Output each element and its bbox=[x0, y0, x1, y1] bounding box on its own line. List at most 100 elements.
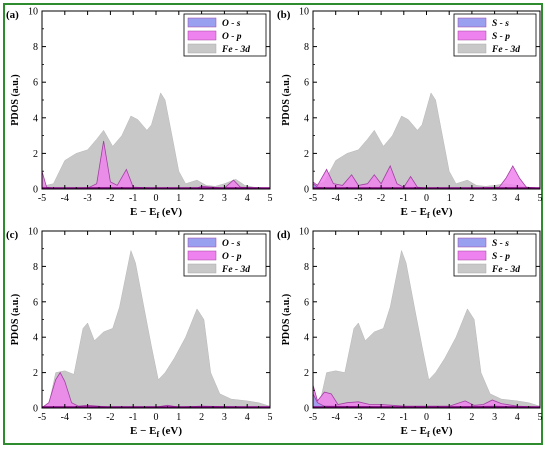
legend-label: Fe - 3d bbox=[221, 45, 250, 55]
x-axis-label-sub: f bbox=[156, 430, 159, 439]
y-tick-label: 0 bbox=[304, 185, 309, 196]
y-axis-label: PDOS (a.u.) bbox=[281, 74, 292, 125]
panel-label: (b) bbox=[277, 9, 291, 21]
panel-label: (d) bbox=[277, 229, 291, 241]
panel-4: 0 2 4 6 8 10 -5 -4 -3 -2 -1 0 1 2 3 4 5 PDOS (a.u.) E − Ef… bbox=[277, 227, 543, 440]
x-tick-label: 3 bbox=[492, 193, 497, 204]
x-tick-label: 0 bbox=[424, 412, 429, 423]
legend-label: O - p bbox=[222, 32, 242, 42]
x-tick-label: 2 bbox=[469, 412, 474, 423]
y-tick-label: 10 bbox=[28, 227, 38, 238]
legend-swatch bbox=[457, 43, 487, 54]
x-axis-label-main: E − E bbox=[130, 206, 156, 218]
legend-label: O - p bbox=[222, 252, 242, 262]
figure-frame bbox=[3, 3, 543, 445]
panel-2: 0 2 4 6 8 10 -5 -4 -3 -2 -1 0 1 2 3 4 5 PDOS (a.u.) E − Ef… bbox=[277, 7, 543, 221]
x-tick-label: 3 bbox=[492, 412, 497, 423]
y-tick-label: 4 bbox=[304, 113, 309, 124]
x-axis-label-main: E − E bbox=[400, 206, 426, 218]
legend-label: S - p bbox=[492, 252, 510, 262]
x-tick-label: 5 bbox=[538, 412, 543, 423]
x-tick-label: 5 bbox=[268, 412, 273, 423]
x-tick-label: 2 bbox=[199, 193, 204, 204]
series-area-fe-3d bbox=[312, 92, 541, 190]
x-tick-label: 1 bbox=[447, 412, 452, 423]
series-area-fe-3d bbox=[312, 249, 541, 409]
y-tick-label: 8 bbox=[304, 262, 309, 273]
x-tick-label: 3 bbox=[222, 193, 227, 204]
panel-label: (c) bbox=[6, 229, 19, 241]
legend-swatch bbox=[457, 17, 487, 28]
y-tick-label: 2 bbox=[304, 149, 309, 160]
x-tick-label: -1 bbox=[129, 412, 137, 423]
x-tick-label: -3 bbox=[83, 193, 91, 204]
y-tick-label: 2 bbox=[33, 368, 38, 379]
y-tick-label: 8 bbox=[33, 262, 38, 273]
x-axis-label: E − Ef (eV) bbox=[400, 425, 452, 439]
x-tick-label: -5 bbox=[309, 412, 317, 423]
legend-swatch bbox=[187, 30, 217, 41]
y-axis-label: PDOS (a.u.) bbox=[10, 294, 21, 345]
x-tick-label: -3 bbox=[354, 193, 362, 204]
x-tick-label: -1 bbox=[129, 193, 137, 204]
legend-label: S - s bbox=[492, 239, 509, 249]
legend-swatch bbox=[187, 263, 217, 274]
legend-label: Fe - 3d bbox=[491, 265, 520, 275]
x-tick-label: 0 bbox=[424, 193, 429, 204]
legend-label: O - s bbox=[222, 19, 241, 29]
y-tick-label: 10 bbox=[299, 7, 309, 18]
x-tick-label: -4 bbox=[332, 193, 340, 204]
y-tick-label: 6 bbox=[33, 297, 38, 308]
legend-swatch bbox=[187, 17, 217, 28]
x-tick-label: 0 bbox=[154, 412, 159, 423]
legend-label: Fe - 3d bbox=[491, 45, 520, 55]
x-tick-label: 1 bbox=[447, 193, 452, 204]
x-tick-label: -5 bbox=[309, 193, 317, 204]
panel-3: 0 2 4 6 8 10 -5 -4 -3 -2 -1 0 1 2 3 4 5 PDOS (a.u.) E − Ef… bbox=[6, 227, 273, 440]
y-tick-label: 6 bbox=[33, 78, 38, 89]
x-axis-label-main: E − E bbox=[400, 425, 426, 437]
legend-label: O - s bbox=[222, 239, 241, 249]
series-area-s-p bbox=[312, 164, 541, 190]
x-tick-label: -1 bbox=[400, 412, 408, 423]
panel-label: (a) bbox=[6, 9, 19, 21]
x-tick-label: -2 bbox=[106, 193, 114, 204]
x-tick-label: -4 bbox=[332, 412, 340, 423]
x-tick-label: -3 bbox=[354, 412, 362, 423]
y-tick-label: 2 bbox=[304, 368, 309, 379]
y-tick-label: 4 bbox=[33, 113, 38, 124]
x-axis-label-unit: (eV) bbox=[159, 206, 182, 218]
y-tick-label: 8 bbox=[33, 42, 38, 53]
legend-swatch bbox=[187, 237, 217, 248]
x-tick-label: -1 bbox=[400, 193, 408, 204]
x-tick-label: 4 bbox=[515, 193, 520, 204]
x-tick-label: -5 bbox=[38, 412, 46, 423]
x-tick-label: 4 bbox=[245, 412, 250, 423]
legend-swatch bbox=[457, 30, 487, 41]
x-axis-label-unit: (eV) bbox=[159, 425, 182, 437]
x-axis-label: E − Ef (eV) bbox=[400, 206, 452, 220]
y-tick-label: 10 bbox=[299, 227, 309, 238]
x-tick-label: -2 bbox=[377, 193, 385, 204]
x-tick-label: -3 bbox=[83, 412, 91, 423]
legend-swatch bbox=[457, 250, 487, 261]
x-axis-label-sub: f bbox=[427, 211, 430, 220]
x-tick-label: 1 bbox=[176, 412, 181, 423]
x-tick-label: 4 bbox=[515, 412, 520, 423]
legend-swatch bbox=[187, 250, 217, 261]
y-tick-label: 0 bbox=[33, 404, 38, 415]
legend-swatch bbox=[457, 237, 487, 248]
x-tick-label: -2 bbox=[106, 412, 114, 423]
legend-label: S - s bbox=[492, 19, 509, 29]
x-tick-label: 2 bbox=[199, 412, 204, 423]
x-axis-label: E − Ef (eV) bbox=[130, 206, 182, 220]
x-axis-label-sub: f bbox=[427, 430, 430, 439]
series-area-fe-3d bbox=[41, 92, 271, 190]
x-axis-label-unit: (eV) bbox=[430, 425, 453, 437]
legend-label: Fe - 3d bbox=[221, 265, 250, 275]
y-tick-label: 6 bbox=[304, 78, 309, 89]
y-axis-label: PDOS (a.u.) bbox=[281, 294, 292, 345]
panel-1: 0 2 4 6 8 10 -5 -4 -3 -2 -1 0 1 2 3 4 5 PDOS (a.u.) E − Ef… bbox=[6, 7, 273, 221]
